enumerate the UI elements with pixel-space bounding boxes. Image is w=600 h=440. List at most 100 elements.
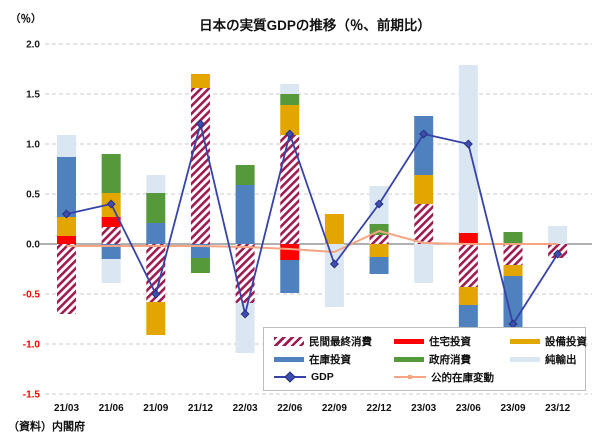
line-swatch-icon xyxy=(394,372,426,382)
bar-segment-設備投資-21/09 xyxy=(146,302,166,335)
color-swatch-icon xyxy=(274,356,304,362)
bar-segment-設備投資-21/03 xyxy=(57,217,76,236)
bar-segment-政府消費-21/09 xyxy=(146,193,166,223)
bar-segment-政府消費-22/12 xyxy=(369,224,389,235)
bar-segment-設備投資-22/12 xyxy=(369,244,389,257)
bar-segment-民間最終消費-22/12 xyxy=(369,235,389,244)
bar-segment-民間最終消費-23/09 xyxy=(503,244,523,265)
bar-segment-民間最終消費-23/06 xyxy=(458,244,478,287)
bar-segment-純輸出-22/06 xyxy=(280,84,300,94)
gdp-line-swatch-icon xyxy=(274,371,306,383)
x-tick-label: 23/12 xyxy=(545,403,570,414)
x-tick-label: 22/09 xyxy=(322,403,347,414)
bar-segment-住宅投資-21/06 xyxy=(101,217,121,227)
gdp-marker xyxy=(419,129,429,139)
gdp-marker xyxy=(195,119,205,129)
y-tick-label: 0.5 xyxy=(26,190,40,201)
legend-item: 設備投資 xyxy=(510,332,587,350)
y-tick-label: 0.0 xyxy=(26,240,40,251)
bar-segment-純輸出-23/03 xyxy=(414,244,434,283)
bar-segment-政府消費-23/09 xyxy=(503,232,523,244)
source-note: （資料）内閣府 xyxy=(8,421,85,433)
y-axis-unit-label: （％） xyxy=(10,13,42,25)
gdp-marker xyxy=(151,289,161,299)
color-swatch-icon xyxy=(510,338,540,344)
bar-segment-住宅投資-22/06 xyxy=(280,244,300,260)
bar-segment-設備投資-23/03 xyxy=(414,175,434,204)
legend-item: 在庫投資 xyxy=(274,350,394,368)
legend-item: 政府消費 xyxy=(394,350,510,368)
x-tick-label: 21/03 xyxy=(54,403,79,414)
y-tick-label: -1.5 xyxy=(23,390,41,401)
bar-segment-住宅投資-21/03 xyxy=(57,236,76,244)
x-tick-label: 21/09 xyxy=(143,403,168,414)
gdp-line xyxy=(66,123,559,325)
bar-segment-在庫投資-23/06 xyxy=(458,305,478,327)
bar-segment-在庫投資-21/09 xyxy=(146,223,166,244)
x-tick-label: 21/12 xyxy=(188,403,213,414)
bar-segment-在庫投資-22/12 xyxy=(369,257,389,274)
legend-label: 設備投資 xyxy=(545,335,587,348)
x-tick-label: 22/03 xyxy=(233,403,258,414)
gdp-marker xyxy=(106,199,116,209)
legend-label: 在庫投資 xyxy=(309,353,351,366)
bar-segment-住宅投資-23/06 xyxy=(458,233,478,244)
legend-box: 民間最終消費 住宅投資 設備投資在庫投資 政府消費 純輸出 GDP 公的在庫変動 xyxy=(263,327,587,391)
x-tick-label: 23/09 xyxy=(500,403,525,414)
bar-segment-在庫投資-23/03 xyxy=(414,116,434,175)
gdp-marker xyxy=(61,209,72,219)
gdp-marker xyxy=(508,319,518,329)
bar-segment-純輸出-21/03 xyxy=(57,135,76,157)
bar-segment-在庫投資-21/06 xyxy=(101,244,121,259)
color-swatch-icon xyxy=(394,338,424,344)
bar-segment-設備投資-23/06 xyxy=(458,287,478,305)
bar-segment-純輸出-21/06 xyxy=(101,259,121,283)
bar-segment-民間最終消費-21/09 xyxy=(146,244,166,302)
bar-segment-在庫投資-23/09 xyxy=(503,276,523,327)
hatched-swatch-icon xyxy=(274,336,304,346)
bar-segment-純輸出-21/09 xyxy=(146,175,166,193)
legend-item: 純輸出 xyxy=(510,350,587,368)
legend-item: 公的在庫変動 xyxy=(394,368,510,386)
bar-segment-在庫投資-21/03 xyxy=(57,157,76,217)
bar-segment-純輸出-23/12 xyxy=(548,226,568,244)
legend-item: 住宅投資 xyxy=(394,332,510,350)
bar-segment-民間最終消費-21/03 xyxy=(57,244,76,314)
legend-label: 純輸出 xyxy=(545,353,577,366)
gdp-marker xyxy=(374,199,384,209)
y-tick-label: -1.0 xyxy=(23,340,41,351)
legend-item: GDP xyxy=(274,368,394,386)
legend-label: 住宅投資 xyxy=(429,335,471,348)
x-tick-label: 23/06 xyxy=(456,403,481,414)
bar-segment-政府消費-22/06 xyxy=(280,94,300,105)
bar-segment-設備投資-21/12 xyxy=(190,74,210,88)
x-tick-label: 23/03 xyxy=(411,403,436,414)
bar-segment-民間最終消費-22/03 xyxy=(235,244,255,303)
y-tick-label: -0.5 xyxy=(23,290,41,301)
bar-segment-純輸出-23/06 xyxy=(458,65,478,233)
bar-segment-純輸出-22/03 xyxy=(235,303,255,353)
bar-segment-政府消費-21/06 xyxy=(101,154,121,193)
color-swatch-icon xyxy=(394,356,424,362)
legend-label: 公的在庫変動 xyxy=(431,371,494,384)
bar-segment-民間最終消費-23/03 xyxy=(414,204,434,244)
public-inventory-change-line xyxy=(66,230,558,253)
y-tick-label: 1.0 xyxy=(26,140,40,151)
bar-segment-民間最終消費-21/12 xyxy=(190,88,210,244)
gdp-marker xyxy=(240,309,250,319)
x-tick-label: 21/06 xyxy=(99,403,124,414)
gdp-marker xyxy=(463,139,473,149)
bar-segment-政府消費-21/12 xyxy=(190,258,210,273)
bar-segment-純輸出-22/09 xyxy=(324,244,344,307)
color-swatch-icon xyxy=(510,356,540,362)
legend-label: 民間最終消費 xyxy=(309,335,372,348)
bar-segment-在庫投資-22/06 xyxy=(280,260,300,293)
gdp-marker xyxy=(285,129,295,139)
y-tick-label: 2.0 xyxy=(26,40,40,51)
legend-label: 政府消費 xyxy=(429,353,471,366)
bar-segment-設備投資-22/06 xyxy=(280,105,300,135)
y-tick-label: 1.5 xyxy=(26,90,40,101)
x-tick-label: 22/12 xyxy=(367,403,392,414)
